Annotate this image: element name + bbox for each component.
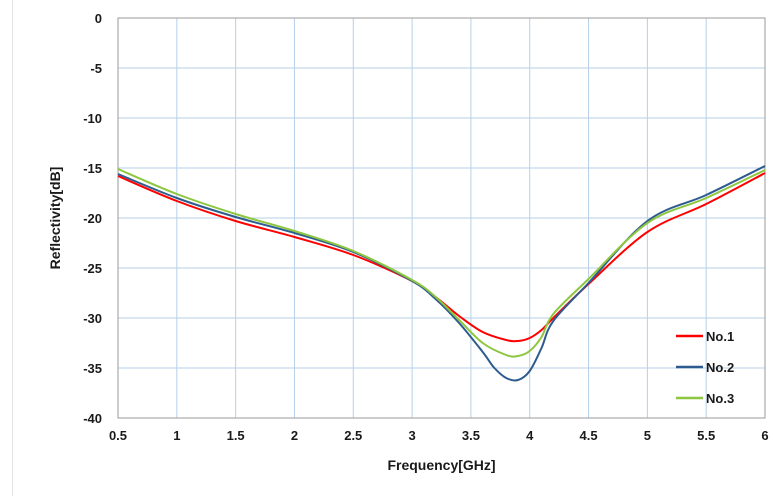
x-tick-label: 5.5 bbox=[697, 428, 715, 443]
y-axis-title: Reflectivity[dB] bbox=[47, 167, 63, 270]
y-axis-tick-labels: 0 -5 -10 -15 -20 -25 -30 -35 -40 bbox=[83, 11, 102, 426]
y-tick-label: -5 bbox=[90, 61, 102, 76]
legend-label: No.2 bbox=[706, 360, 734, 375]
x-tick-label: 2 bbox=[291, 428, 298, 443]
left-border-line bbox=[12, 0, 13, 496]
x-tick-label: 6 bbox=[761, 428, 768, 443]
x-tick-label: 3.5 bbox=[462, 428, 480, 443]
legend-label: No.1 bbox=[706, 329, 734, 344]
y-tick-label: -40 bbox=[83, 411, 102, 426]
series-line-no-1 bbox=[117, 172, 766, 343]
y-tick-label: -20 bbox=[83, 211, 102, 226]
x-tick-label: 1.5 bbox=[227, 428, 245, 443]
x-tick-label: 3 bbox=[408, 428, 415, 443]
x-tick-label: 0.5 bbox=[109, 428, 127, 443]
plot-area-border bbox=[117, 17, 766, 419]
series-line-no-2 bbox=[117, 165, 766, 382]
x-tick-label: 4.5 bbox=[580, 428, 598, 443]
legend: No.1 No.2 No.3 bbox=[676, 329, 734, 406]
x-tick-label: 5 bbox=[644, 428, 651, 443]
grid-lines bbox=[118, 18, 765, 418]
x-axis-tick-labels: 0.5 1 1.5 2 2.5 3 3.5 4 4.5 5 5.5 6 bbox=[109, 428, 769, 443]
y-tick-label: -35 bbox=[83, 361, 102, 376]
x-tick-label: 2.5 bbox=[344, 428, 362, 443]
series-line-no-3 bbox=[117, 168, 766, 358]
y-tick-label: -25 bbox=[83, 261, 102, 276]
x-tick-label: 1 bbox=[173, 428, 180, 443]
y-tick-label: 0 bbox=[95, 11, 102, 26]
x-tick-label: 4 bbox=[526, 428, 534, 443]
y-tick-label: -15 bbox=[83, 161, 102, 176]
x-axis-title: Frequency[GHz] bbox=[387, 457, 495, 473]
y-tick-label: -10 bbox=[83, 111, 102, 126]
legend-label: No.3 bbox=[706, 391, 734, 406]
y-tick-label: -30 bbox=[83, 311, 102, 326]
series-lines bbox=[117, 165, 766, 382]
